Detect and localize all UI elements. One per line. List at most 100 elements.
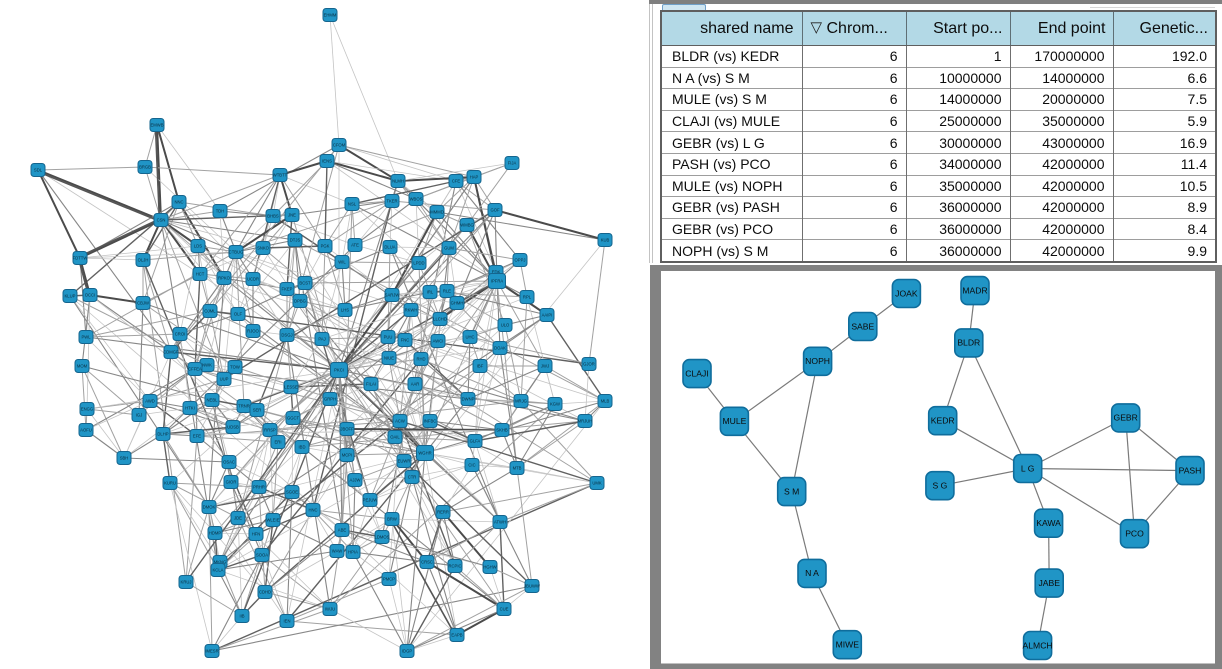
svg-text:DLHP: DLHP: [157, 432, 168, 437]
svg-text:RLE: RLE: [443, 289, 451, 294]
svg-text:PUU: PUU: [384, 335, 393, 340]
svg-text:CTBUG: CTBUG: [229, 250, 244, 255]
svg-text:HTKI: HTKI: [185, 406, 195, 411]
svg-text:LDS: LDS: [194, 244, 202, 249]
svg-text:GHMH: GHMH: [451, 301, 464, 306]
svg-text:DTJS: DTJS: [290, 238, 301, 243]
svg-text:PCO: PCO: [1125, 529, 1144, 539]
svg-text:DOAK: DOAK: [494, 346, 506, 351]
svg-text:GUM: GUM: [444, 246, 454, 251]
svg-text:OCCI: OCCI: [85, 293, 95, 298]
svg-text:ERI: ERI: [275, 440, 282, 445]
svg-text:IGJ: IGJ: [136, 413, 143, 418]
svg-text:UCDR: UCDR: [247, 277, 259, 282]
svg-text:RPL: RPL: [523, 295, 532, 300]
svg-text:CRSC: CRSC: [421, 560, 433, 565]
svg-text:FNC: FNC: [401, 338, 410, 343]
svg-text:CFOM: CFOM: [333, 143, 346, 148]
svg-text:HDMP: HDMP: [209, 531, 222, 536]
svg-text:KGW: KGW: [550, 402, 560, 407]
svg-text:AWD: AWD: [145, 399, 155, 404]
svg-text:EAPB: EAPB: [451, 633, 462, 638]
svg-text:OLF: OLF: [234, 312, 243, 317]
svg-text:IBD: IBD: [299, 445, 306, 450]
svg-text:ATE: ATE: [351, 243, 359, 248]
svg-text:FIJA: FIJA: [508, 161, 517, 166]
svg-text:BCST: BCST: [299, 281, 311, 286]
svg-text:NIUE: NIUE: [384, 356, 394, 361]
svg-text:DSGJ: DSGJ: [281, 333, 292, 338]
svg-text:UDSB: UDSB: [227, 425, 239, 430]
svg-text:CLAJI: CLAJI: [685, 368, 708, 378]
svg-text:IRL: IRL: [427, 290, 434, 295]
svg-text:JOAK: JOAK: [895, 288, 918, 298]
svg-text:HCT: HCT: [196, 272, 205, 277]
svg-text:NWK: NWK: [202, 363, 212, 368]
svg-text:S M: S M: [784, 486, 799, 496]
svg-text:MCPI: MCPI: [342, 453, 352, 458]
svg-text:CDHD: CDHD: [259, 590, 271, 595]
svg-text:EHMM: EHMM: [324, 13, 337, 18]
svg-text:S G: S G: [932, 481, 947, 491]
svg-text:TKER: TKER: [386, 199, 397, 204]
svg-text:RHD: RHD: [416, 357, 425, 362]
svg-text:ATWH: ATWH: [494, 520, 506, 525]
svg-text:AJJW: AJJW: [350, 478, 361, 483]
svg-text:DPBG: DPBG: [294, 299, 306, 304]
svg-text:SKHB: SKHB: [496, 428, 508, 433]
svg-text:FKEP: FKEP: [282, 287, 293, 292]
svg-text:UUP: UUP: [220, 377, 229, 382]
svg-text:SNKO: SNKO: [257, 246, 270, 251]
svg-text:AAR: AAR: [411, 382, 420, 387]
svg-text:RPKO: RPKO: [218, 276, 231, 281]
svg-text:SBH: SBH: [120, 456, 129, 461]
svg-text:SGOE: SGOE: [286, 490, 298, 495]
svg-text:KEDR: KEDR: [931, 416, 955, 426]
svg-text:BRGB: BRGB: [139, 165, 151, 170]
svg-text:IEN: IEN: [284, 619, 291, 624]
svg-text:AOFU: AOFU: [80, 428, 92, 433]
svg-text:DLUA: DLUA: [384, 245, 395, 250]
svg-text:CIC: CIC: [468, 463, 475, 468]
svg-text:PGK: PGK: [321, 244, 330, 249]
svg-text:ACW: ACW: [395, 419, 405, 424]
svg-text:KCLA: KCLA: [213, 568, 224, 573]
svg-text:IBF: IBF: [477, 364, 484, 369]
svg-text:RKWH: RKWH: [405, 308, 418, 313]
svg-text:HPIA: HPIA: [348, 550, 358, 555]
svg-text:IMESR: IMESR: [205, 649, 218, 654]
svg-text:HAP: HAP: [470, 175, 479, 180]
svg-text:MKNG: MKNG: [214, 560, 227, 565]
svg-text:ABE: ABE: [338, 528, 347, 533]
svg-text:N A: N A: [805, 568, 819, 578]
svg-text:KUB: KUB: [601, 238, 610, 243]
svg-text:CTR: CTR: [408, 475, 417, 480]
svg-text:CBJW: CBJW: [137, 301, 149, 306]
svg-text:CROI: CROI: [175, 332, 185, 337]
svg-text:GRPH: GRPH: [324, 397, 336, 402]
svg-text:EUWR: EUWR: [398, 459, 411, 464]
svg-text:TRNR: TRNR: [238, 404, 250, 409]
svg-text:EMWB: EMWB: [150, 123, 163, 128]
svg-text:OAIL: OAIL: [390, 435, 400, 440]
svg-text:KRUJ: KRUJ: [181, 580, 192, 585]
svg-text:AWCI: AWCI: [433, 339, 444, 344]
svg-text:LHS: LHS: [341, 308, 349, 313]
svg-text:L G: L G: [1021, 463, 1035, 473]
svg-text:SDL: SDL: [34, 168, 43, 173]
svg-text:SARJW: SARJW: [385, 293, 400, 298]
svg-text:KLUP: KLUP: [65, 294, 76, 299]
svg-text:JDE: JDE: [234, 516, 242, 521]
svg-text:GIOR: GIOR: [226, 480, 237, 485]
svg-text:FILAI: FILAI: [366, 382, 376, 387]
svg-text:MULE: MULE: [722, 416, 746, 426]
svg-text:BLDR: BLDR: [957, 338, 980, 348]
svg-text:TOW: TOW: [230, 365, 240, 370]
svg-text:NOPH: NOPH: [805, 356, 830, 366]
svg-text:EDK: EDK: [492, 270, 501, 275]
svg-text:LDMOS: LDMOS: [375, 535, 390, 540]
svg-text:TDH: TDH: [216, 209, 225, 214]
svg-text:SOOA: SOOA: [256, 553, 268, 558]
svg-text:WGHR: WGHR: [418, 451, 431, 456]
svg-text:JWJ: JWJ: [541, 364, 549, 369]
